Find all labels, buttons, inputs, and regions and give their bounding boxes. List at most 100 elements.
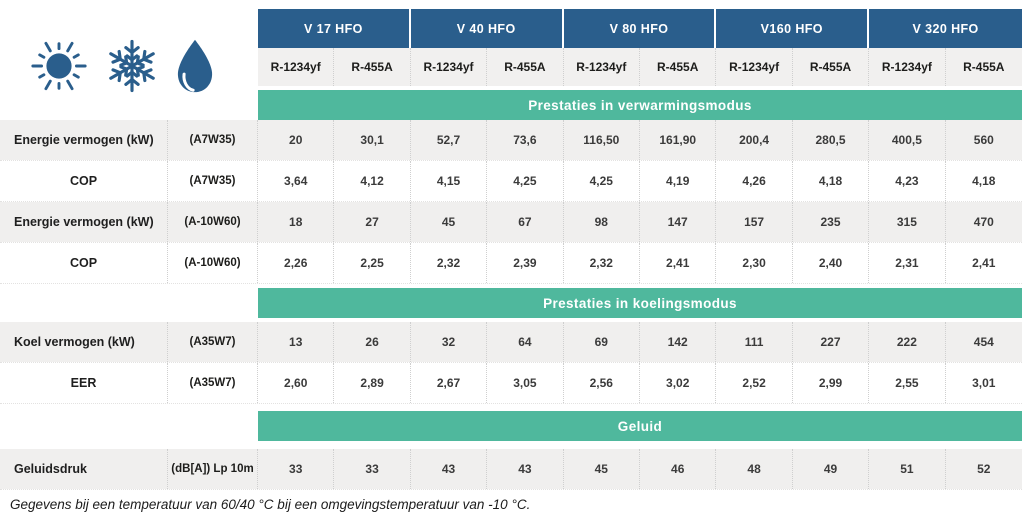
- row-condition: (A-10W60): [168, 243, 258, 283]
- section-band-row: Geluid: [0, 404, 1022, 449]
- value-cell: 2,26: [258, 243, 335, 283]
- value-cell: 280,5: [792, 120, 870, 160]
- value-cell: 2,41: [640, 243, 717, 283]
- value-cell: 49: [792, 449, 870, 489]
- value-cell: 227: [792, 322, 870, 362]
- value-cell: 3,64: [258, 161, 335, 201]
- table-header-row: V 17 HFO V 40 HFO V 80 HFO V160 HFO V 320 HF…: [0, 9, 1022, 48]
- value-cell: 43: [487, 449, 564, 489]
- value-cell: 52,7: [410, 120, 488, 160]
- table-row: Energie vermogen (kW) (A7W35) 20 30,1 52,7 73…: [0, 120, 1022, 161]
- value-cell: 4,26: [716, 161, 793, 201]
- value-cell: 3,02: [640, 363, 717, 403]
- band-spacer: [0, 284, 258, 322]
- value-cell: 64: [487, 322, 564, 362]
- refrigerant-column-header: R-455A: [945, 48, 1022, 86]
- value-cell: 48: [716, 449, 793, 489]
- refrigerant-column-header: R-455A: [792, 48, 870, 86]
- droplet-icon: [177, 39, 213, 92]
- value-cell: 2,52: [716, 363, 793, 403]
- column-group-header: V160 HFO: [716, 9, 870, 48]
- section-band: Prestaties in koelingsmodus: [258, 288, 1022, 318]
- value-cell: 30,1: [334, 120, 411, 160]
- value-cell: 2,31: [869, 243, 946, 283]
- value-cell: 2,39: [487, 243, 564, 283]
- value-cell: 2,56: [563, 363, 640, 403]
- value-cell: 18: [258, 202, 335, 242]
- row-label: Koel vermogen (kW): [0, 322, 168, 362]
- value-cell: 2,25: [334, 243, 411, 283]
- value-cell: 52: [945, 449, 1022, 489]
- header-spacer: [0, 9, 258, 48]
- refrigerant-column-header: R-455A: [487, 48, 564, 86]
- value-cell: 315: [869, 202, 946, 242]
- table-row: COP (A7W35) 3,64 4,12 4,15 4,25 4,25 4,19 4,26 4,…: [0, 161, 1022, 202]
- row-condition: (A7W35): [168, 120, 258, 160]
- value-cell: 2,32: [410, 243, 488, 283]
- value-cell: 116,50: [563, 120, 640, 160]
- table-row: Energie vermogen (kW) (A-10W60) 18 27 45 67 98…: [0, 202, 1022, 243]
- value-cell: 2,55: [869, 363, 946, 403]
- value-cell: 27: [334, 202, 411, 242]
- refrigerant-column-header: R-1234yf: [716, 48, 793, 86]
- section-band: Geluid: [258, 411, 1022, 441]
- row-label: COP: [0, 161, 168, 201]
- refrigerant-column-header: R-1234yf: [869, 48, 946, 86]
- value-cell: 3,01: [945, 363, 1022, 403]
- value-cell: 470: [945, 202, 1022, 242]
- value-cell: 2,32: [563, 243, 640, 283]
- value-cell: 235: [792, 202, 870, 242]
- refrigerant-column-header: R-455A: [334, 48, 411, 86]
- value-cell: 4,19: [640, 161, 717, 201]
- value-cell: 4,18: [792, 161, 870, 201]
- row-condition: (A35W7): [168, 322, 258, 362]
- refrigerant-column-header: R-455A: [640, 48, 717, 86]
- row-condition: (dB[A]) Lp 10m: [168, 449, 258, 489]
- value-cell: 4,23: [869, 161, 946, 201]
- band-spacer: [0, 404, 258, 449]
- value-cell: 142: [640, 322, 717, 362]
- value-cell: 111: [716, 322, 793, 362]
- spec-table: V 17 HFO V 40 HFO V 80 HFO V160 HFO V 320 HF…: [0, 9, 1022, 490]
- column-group-header: V 320 HFO: [869, 9, 1022, 48]
- row-label: Geluidsdruk: [0, 449, 168, 489]
- value-cell: 2,30: [716, 243, 793, 283]
- column-group-header: V 80 HFO: [563, 9, 717, 48]
- table-row: COP (A-10W60) 2,26 2,25 2,32 2,39 2,32 2,41 2,30…: [0, 243, 1022, 284]
- row-label: Energie vermogen (kW): [0, 202, 168, 242]
- value-cell: 45: [563, 449, 640, 489]
- value-cell: 2,41: [945, 243, 1022, 283]
- value-cell: 73,6: [487, 120, 564, 160]
- row-condition: (A-10W60): [168, 202, 258, 242]
- column-group-header: V 40 HFO: [410, 9, 564, 48]
- value-cell: 67: [487, 202, 564, 242]
- value-cell: 20: [258, 120, 335, 160]
- value-cell: 161,90: [640, 120, 717, 160]
- value-cell: 46: [640, 449, 717, 489]
- value-cell: 33: [258, 449, 335, 489]
- value-cell: 13: [258, 322, 335, 362]
- section-band: Prestaties in verwarmingsmodus: [258, 90, 1022, 120]
- row-label: COP: [0, 243, 168, 283]
- value-cell: 2,99: [792, 363, 870, 403]
- value-cell: 560: [945, 120, 1022, 160]
- value-cell: 26: [334, 322, 411, 362]
- column-group-header: V 17 HFO: [258, 9, 411, 48]
- value-cell: 98: [563, 202, 640, 242]
- table-row: EER (A35W7) 2,60 2,89 2,67 3,05 2,56 3,02 2,52 2,…: [0, 363, 1022, 404]
- sun-icon: [31, 41, 87, 91]
- value-cell: 4,15: [410, 161, 488, 201]
- value-cell: 4,12: [334, 161, 411, 201]
- value-cell: 157: [716, 202, 793, 242]
- value-cell: 400,5: [869, 120, 946, 160]
- section-band-row: Prestaties in verwarmingsmodus: [0, 86, 1022, 120]
- section-band-row: Prestaties in koelingsmodus: [0, 284, 1022, 322]
- refrigerant-column-header: R-1234yf: [258, 48, 335, 86]
- refrigerant-header-row: R-1234yf R-455A R-1234yf R-455A R-1234yf R-45…: [0, 48, 1022, 86]
- value-cell: 2,89: [334, 363, 411, 403]
- value-cell: 4,18: [945, 161, 1022, 201]
- value-cell: 200,4: [716, 120, 793, 160]
- refrigerant-column-header: R-1234yf: [410, 48, 488, 86]
- value-cell: 3,05: [487, 363, 564, 403]
- value-cell: 222: [869, 322, 946, 362]
